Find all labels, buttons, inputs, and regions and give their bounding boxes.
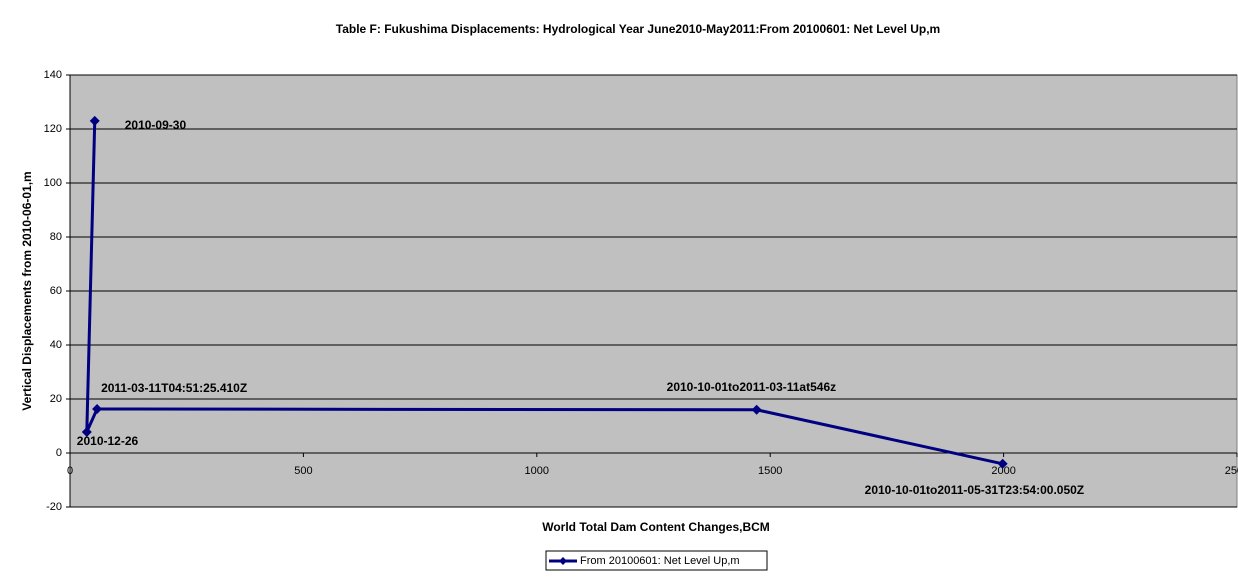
data-label: 2010-09-30 bbox=[125, 118, 187, 132]
marker bbox=[92, 403, 103, 414]
y-tick-label: 140 bbox=[44, 69, 62, 81]
marker bbox=[751, 404, 762, 415]
chart-title: Table F: Fukushima Displacements: Hydrol… bbox=[336, 22, 940, 36]
x-tick-label: 2000 bbox=[991, 465, 1015, 477]
x-tick-label: 500 bbox=[294, 465, 312, 477]
marker bbox=[81, 426, 92, 437]
legend-label: From 20100601: Net Level Up,m bbox=[580, 555, 740, 567]
x-tick-label: 1500 bbox=[758, 465, 782, 477]
y-tick-label: -20 bbox=[46, 501, 62, 513]
y-tick-label: 60 bbox=[50, 285, 62, 297]
marker bbox=[997, 458, 1008, 469]
y-tick-label: 80 bbox=[50, 231, 62, 243]
y-tick-label: 20 bbox=[50, 393, 62, 405]
data-label: 2010-10-01to2011-03-11at546z bbox=[667, 380, 836, 394]
x-tick-label: 1000 bbox=[525, 465, 549, 477]
legend-marker bbox=[559, 557, 567, 565]
data-label: 2010-12-26 bbox=[77, 434, 139, 448]
x-tick-label: 2500 bbox=[1225, 465, 1238, 477]
legend-box bbox=[545, 550, 768, 571]
marker bbox=[89, 115, 100, 126]
data-label: 2010-10-01to2011-05-31T23:54:00.050Z bbox=[865, 483, 1084, 497]
y-axis-label: Vertical Displacements from 2010-06-01,m bbox=[20, 171, 34, 410]
x-axis-label: World Total Dam Content Changes,BCM bbox=[542, 520, 770, 534]
y-tick-label: 0 bbox=[56, 447, 62, 459]
y-tick-label: 120 bbox=[44, 123, 62, 135]
data-label: 2011-03-11T04:51:25.410Z bbox=[101, 381, 247, 395]
y-tick-label: 40 bbox=[50, 339, 62, 351]
y-tick-label: 100 bbox=[44, 177, 62, 189]
